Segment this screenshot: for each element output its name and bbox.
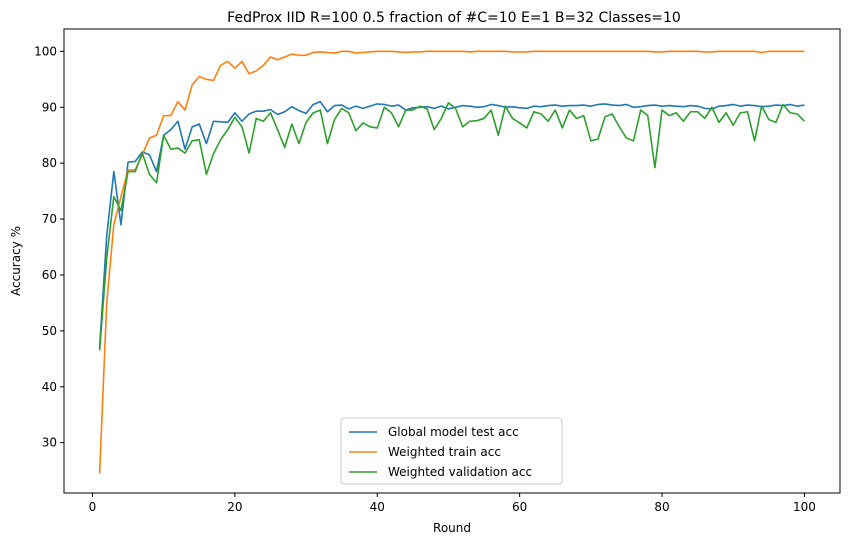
- x-axis-label: Round: [433, 521, 471, 535]
- legend-box: [340, 417, 563, 485]
- y-tick-label: 100: [34, 44, 57, 58]
- legend-item-weighted-train: Weighted train acc: [349, 445, 501, 459]
- legend-item-global-test: Global model test acc: [349, 425, 519, 439]
- x-tick-label: 80: [654, 500, 669, 514]
- y-axis: 30 40 50 60 70 80 90 100: [34, 44, 64, 450]
- legend-label: Weighted train acc: [388, 445, 501, 459]
- chart-title: FedProx IID R=100 0.5 fraction of #C=10 …: [227, 10, 681, 26]
- weighted-validation-acc-line: [98, 101, 805, 351]
- legend-label: Global model test acc: [388, 425, 519, 439]
- y-tick-label: 30: [42, 436, 57, 450]
- y-tick-label: 90: [42, 100, 57, 114]
- x-axis: 0 20 40 60 80 100: [89, 493, 816, 514]
- x-tick-label: 40: [370, 500, 385, 514]
- legend-label: Weighted validation acc: [388, 465, 532, 479]
- y-tick-label: 80: [42, 156, 57, 170]
- x-tick-label: 0: [89, 500, 97, 514]
- legend: Global model test acc Weighted train acc W…: [340, 417, 563, 485]
- y-tick-label: 40: [42, 380, 57, 394]
- legend-item-weighted-validation: Weighted validation acc: [349, 465, 532, 479]
- x-tick-label: 100: [793, 500, 816, 514]
- y-tick-label: 50: [42, 324, 57, 338]
- plot-area: 0 20 40 60 80 100 30 40 50 60 70 80 90 100: [34, 28, 841, 514]
- series-layer: [98, 50, 805, 474]
- weighted-train-acc-line: [98, 50, 805, 474]
- x-tick-label: 20: [227, 500, 242, 514]
- plot-frame: [63, 28, 841, 494]
- y-tick-label: 60: [42, 268, 57, 282]
- global-test-acc-line: [98, 100, 805, 348]
- y-axis-label: Accuracy %: [9, 226, 23, 296]
- y-tick-label: 70: [42, 212, 57, 226]
- x-tick-label: 60: [512, 500, 527, 514]
